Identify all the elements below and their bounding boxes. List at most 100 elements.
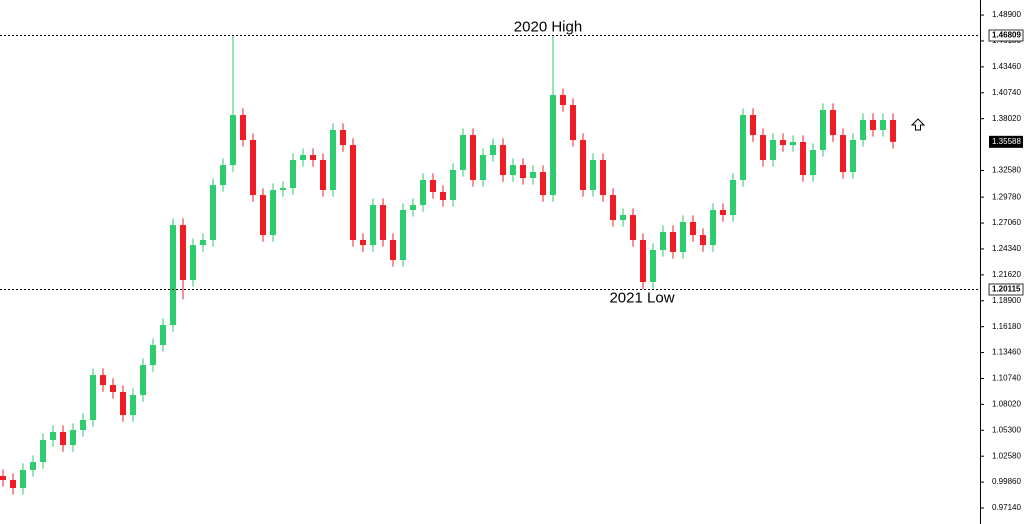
y-tick-label: 1.38020 <box>992 114 1021 123</box>
candle-body <box>390 240 396 260</box>
candle-body <box>470 135 476 180</box>
candle-body <box>160 325 166 346</box>
last-price-box <box>989 135 1023 148</box>
candle-body <box>640 240 646 282</box>
candle-body <box>0 476 6 480</box>
candle-body <box>870 120 876 130</box>
candle-body <box>110 385 116 392</box>
candle-body <box>480 155 486 180</box>
candle-body <box>400 210 406 260</box>
candle-body <box>310 155 316 160</box>
candle-body <box>40 440 46 462</box>
y-tick-label: 1.24340 <box>992 244 1021 253</box>
candle-body <box>230 115 236 166</box>
candle-body <box>380 205 386 240</box>
candle-body <box>30 462 36 470</box>
candle-body <box>70 430 76 446</box>
candle-body <box>820 110 826 150</box>
y-tick-label: 1.21620 <box>992 270 1021 279</box>
candle-body <box>410 205 416 210</box>
candle-body <box>770 140 776 160</box>
candle-body <box>20 470 26 488</box>
candle-body <box>670 232 676 252</box>
candle-body <box>360 240 366 246</box>
candle-body <box>830 110 836 136</box>
candle-body <box>530 172 536 178</box>
candle-body <box>200 240 206 246</box>
candle-body <box>10 480 16 488</box>
candle-body <box>880 120 886 130</box>
candle-body <box>740 115 746 180</box>
candle-body <box>560 95 566 106</box>
candle-body <box>420 180 426 206</box>
y-tick-label: 1.13460 <box>992 348 1021 357</box>
candle-body <box>140 365 146 396</box>
candle-body <box>370 205 376 246</box>
candle-body <box>540 172 546 196</box>
candle-body <box>100 375 106 386</box>
candle-body <box>290 160 296 188</box>
candle-body <box>700 235 706 246</box>
candle-body <box>760 135 766 160</box>
candle-body <box>680 222 686 252</box>
candle-body <box>180 225 186 280</box>
candle-body <box>90 375 96 420</box>
y-tick-label: 1.29780 <box>992 192 1021 201</box>
candle-body <box>850 140 856 172</box>
candle-body <box>130 395 136 416</box>
y-tick-label: 1.27060 <box>992 218 1021 227</box>
candle-body <box>500 145 506 176</box>
candle-body <box>660 232 666 250</box>
y-tick-label: 0.97140 <box>992 503 1021 512</box>
candle-body <box>510 165 516 176</box>
candle-body <box>430 180 436 192</box>
candle-body <box>590 160 596 190</box>
candle-body <box>600 160 606 196</box>
candle-body <box>210 185 216 240</box>
candle-body <box>520 165 526 178</box>
y-tick-label: 0.99860 <box>992 477 1021 486</box>
candle-body <box>460 135 466 170</box>
candle-body <box>780 140 786 146</box>
candle-body <box>580 140 586 190</box>
candle-body <box>60 432 66 446</box>
level-price-box <box>988 283 1024 296</box>
y-tick-label: 1.08020 <box>992 399 1021 408</box>
candle-body <box>440 192 446 200</box>
candle-body <box>330 130 336 190</box>
y-tick-label: 1.10740 <box>992 374 1021 383</box>
y-tick-label: 1.02580 <box>992 451 1021 460</box>
level-price-box <box>988 29 1024 42</box>
candle-body <box>120 392 126 416</box>
candle-body <box>350 145 356 240</box>
candle-body <box>320 160 326 190</box>
candle-body <box>690 222 696 236</box>
candle-body <box>250 140 256 196</box>
candle-body <box>620 215 626 220</box>
candle-body <box>730 180 736 216</box>
candle-body <box>750 115 756 136</box>
candle-body <box>610 195 616 220</box>
candle-body <box>710 210 716 246</box>
candle-body <box>630 215 636 240</box>
scroll-icon[interactable] <box>910 118 926 131</box>
candle-body <box>150 345 156 366</box>
candle-body <box>190 245 196 280</box>
candle-body <box>340 130 346 146</box>
candle-body <box>170 225 176 326</box>
last-price-label: 1.35588 <box>992 137 1021 146</box>
candle-body <box>270 190 276 236</box>
y-tick-label: 1.16180 <box>992 322 1021 331</box>
candle-body <box>570 105 576 140</box>
candle-body <box>280 188 286 190</box>
candle-body <box>650 250 656 282</box>
candle-body <box>220 165 226 186</box>
y-tick-label: 1.32580 <box>992 166 1021 175</box>
candle-body <box>860 120 866 140</box>
candle-body <box>810 150 816 176</box>
level-annotation: 2020 High <box>514 18 582 35</box>
candle-body <box>720 210 726 216</box>
candle-body <box>550 95 556 196</box>
